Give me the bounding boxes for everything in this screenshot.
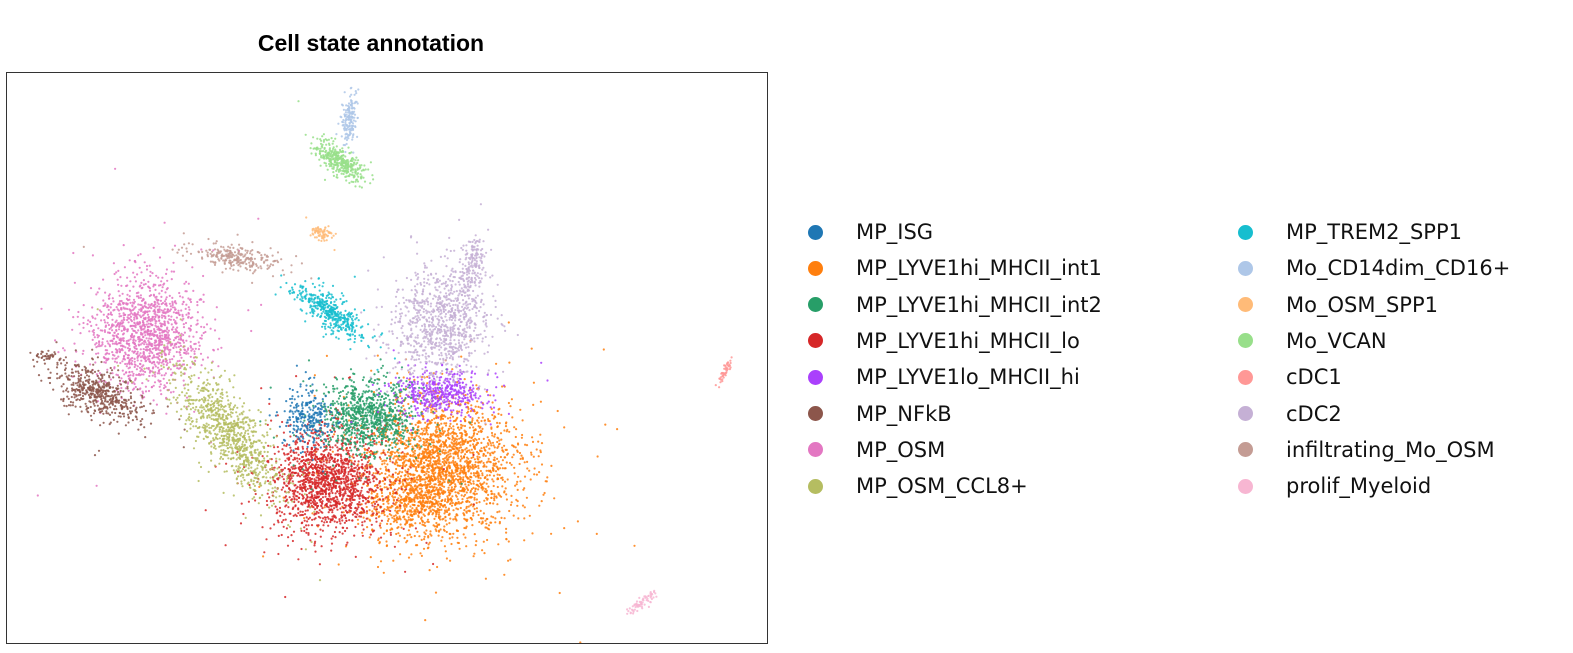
legend-marker (1238, 406, 1253, 421)
legend-marker (1238, 260, 1253, 276)
legend-marker (1238, 369, 1253, 385)
plot-area (6, 72, 768, 644)
legend-marker (808, 224, 823, 240)
legend-marker (1238, 224, 1253, 240)
legend-item-mp-lyve1hi-mhcii-int2: MP_LYVE1hi_MHCII_int2 (800, 287, 1102, 323)
legend-item-mp-lyve1lo-mhcii-hi: MP_LYVE1lo_MHCII_hi (800, 359, 1080, 395)
legend-item-mo-vcan: Mo_VCAN (1230, 323, 1387, 359)
legend-item-mo-cd14dim-cd16: Mo_CD14dim_CD16+ (1230, 250, 1510, 286)
legend-label: MP_LYVE1lo_MHCII_hi (856, 365, 1080, 390)
umap-scatter (29, 86, 733, 643)
legend-marker (808, 369, 823, 385)
legend-label: cDC1 (1286, 365, 1342, 390)
legend-item-mp-osm-ccl8: MP_OSM_CCL8+ (800, 468, 1028, 504)
legend-item-mp-nfkb: MP_NFkB (800, 396, 952, 432)
legend-marker (1238, 297, 1253, 313)
legend-label: prolif_Myeloid (1286, 474, 1432, 499)
legend-marker (808, 260, 823, 276)
legend-item-mo-osm-spp1: Mo_OSM_SPP1 (1230, 287, 1438, 323)
legend-label: MP_LYVE1hi_MHCII_int1 (856, 256, 1102, 281)
legend-marker (808, 442, 823, 458)
legend-item-cdc2: cDC2 (1230, 396, 1342, 432)
legend-marker (1238, 333, 1253, 349)
chart-title: Cell state annotation (257, 30, 485, 56)
legend-item-mp-lyve1hi-mhcii-int1: MP_LYVE1hi_MHCII_int1 (800, 250, 1102, 286)
legend-label: MP_LYVE1hi_MHCII_int2 (856, 292, 1102, 317)
legend-item-mp-osm: MP_OSM (800, 432, 945, 468)
legend-label: MP_LYVE1hi_MHCII_lo (856, 328, 1080, 353)
legend-item-mp-trem2-spp1: MP_TREM2_SPP1 (1230, 214, 1462, 250)
legend-item-prolif-myeloid: prolif_Myeloid (1230, 468, 1431, 504)
legend-marker (808, 297, 823, 313)
legend-label: cDC2 (1286, 401, 1342, 426)
legend-label: MP_OSM (856, 437, 946, 462)
legend-marker (1238, 442, 1253, 458)
scatter-points (29, 86, 733, 643)
legend-marker (808, 478, 823, 494)
legend-label: MP_ISG (856, 220, 934, 244)
legend-label: MP_TREM2_SPP1 (1286, 220, 1462, 244)
legend-label: infiltrating_Mo_OSM (1286, 437, 1495, 462)
legend-item-mp-isg: MP_ISG (800, 214, 933, 250)
legend-marker (808, 406, 823, 421)
legend-label: MP_OSM_CCL8+ (856, 474, 1028, 499)
legend-marker (808, 333, 823, 349)
legend-label: Mo_VCAN (1286, 328, 1387, 353)
legend-item-infiltrating-mo-osm: infiltrating_Mo_OSM (1230, 432, 1495, 468)
legend-item-mp-lyve1hi-mhcii-lo: MP_LYVE1hi_MHCII_lo (800, 323, 1080, 359)
legend-label: Mo_OSM_SPP1 (1286, 292, 1438, 317)
legend-label: Mo_CD14dim_CD16+ (1286, 256, 1511, 281)
legend-label: MP_NFkB (856, 401, 952, 426)
legend-marker (1238, 478, 1253, 494)
legend-item-cdc1: cDC1 (1230, 359, 1342, 395)
